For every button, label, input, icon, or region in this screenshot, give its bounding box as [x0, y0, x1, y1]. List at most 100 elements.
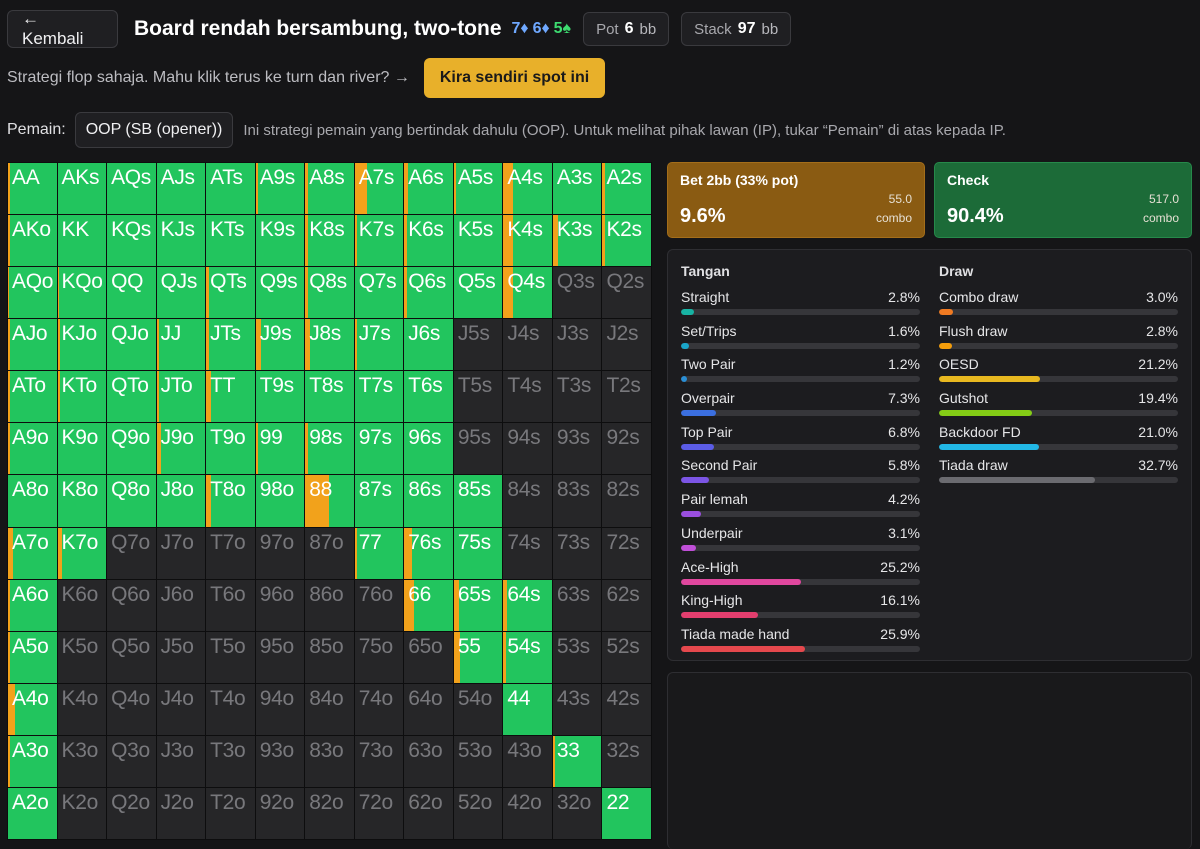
hand-cell-A4o[interactable]: A4o — [8, 683, 57, 735]
hand-cell-99[interactable]: 99 — [255, 423, 305, 475]
hand-cell-A8s[interactable]: A8s — [305, 163, 354, 215]
hand-cell-A5s[interactable]: A5s — [453, 163, 503, 215]
hand-cell-AA[interactable]: AA — [8, 163, 57, 215]
hand-cell-Q7o[interactable]: Q7o — [107, 527, 156, 579]
hand-cell-43o[interactable]: 43o — [503, 735, 552, 787]
hand-cell-52s[interactable]: 52s — [602, 631, 651, 683]
hand-cell-J3o[interactable]: J3o — [156, 735, 206, 787]
hand-cell-T3o[interactable]: T3o — [206, 735, 255, 787]
action-card-check[interactable]: Check 90.4% 517.0 combo — [934, 162, 1192, 238]
hand-cell-87o[interactable]: 87o — [305, 527, 354, 579]
hand-cell-JJ[interactable]: JJ — [156, 319, 206, 371]
hand-cell-K2o[interactable]: K2o — [57, 787, 107, 839]
hand-cell-J8s[interactable]: J8s — [305, 319, 354, 371]
hand-cell-AJs[interactable]: AJs — [156, 163, 206, 215]
hand-cell-K7o[interactable]: K7o — [57, 527, 107, 579]
hand-cell-97o[interactable]: 97o — [255, 527, 305, 579]
hand-cell-84s[interactable]: 84s — [503, 475, 552, 527]
hand-cell-96o[interactable]: 96o — [255, 579, 305, 631]
hand-cell-52o[interactable]: 52o — [453, 787, 503, 839]
hand-cell-84o[interactable]: 84o — [305, 683, 354, 735]
hand-cell-32s[interactable]: 32s — [602, 735, 651, 787]
hand-cell-QJs[interactable]: QJs — [156, 267, 206, 319]
hand-cell-ATo[interactable]: ATo — [8, 371, 57, 423]
hand-cell-Q2o[interactable]: Q2o — [107, 787, 156, 839]
hand-cell-74s[interactable]: 74s — [503, 527, 552, 579]
hand-cell-J9s[interactable]: J9s — [255, 319, 305, 371]
player-select[interactable]: OOP (SB (opener)) — [74, 112, 234, 148]
hand-cell-A4s[interactable]: A4s — [503, 163, 552, 215]
hand-cell-72s[interactable]: 72s — [602, 527, 651, 579]
hand-cell-JTo[interactable]: JTo — [156, 371, 206, 423]
hand-cell-T2s[interactable]: T2s — [602, 371, 651, 423]
hand-cell-43s[interactable]: 43s — [552, 683, 602, 735]
hand-cell-K8o[interactable]: K8o — [57, 475, 107, 527]
hand-cell-94o[interactable]: 94o — [255, 683, 305, 735]
hand-cell-T5o[interactable]: T5o — [206, 631, 255, 683]
hand-cell-J6o[interactable]: J6o — [156, 579, 206, 631]
hand-cell-62s[interactable]: 62s — [602, 579, 651, 631]
hand-cell-76o[interactable]: 76o — [354, 579, 404, 631]
hand-cell-93s[interactable]: 93s — [552, 423, 602, 475]
hand-cell-Q3o[interactable]: Q3o — [107, 735, 156, 787]
hand-cell-85s[interactable]: 85s — [453, 475, 503, 527]
hand-cell-AKo[interactable]: AKo — [8, 215, 57, 267]
hand-cell-T7s[interactable]: T7s — [354, 371, 404, 423]
hand-cell-J7s[interactable]: J7s — [354, 319, 404, 371]
hand-cell-Q8o[interactable]: Q8o — [107, 475, 156, 527]
hand-cell-JTs[interactable]: JTs — [206, 319, 255, 371]
hand-cell-A9o[interactable]: A9o — [8, 423, 57, 475]
hand-cell-95s[interactable]: 95s — [453, 423, 503, 475]
hand-cell-Q6o[interactable]: Q6o — [107, 579, 156, 631]
hand-cell-T4o[interactable]: T4o — [206, 683, 255, 735]
hand-cell-83o[interactable]: 83o — [305, 735, 354, 787]
hand-cell-K7s[interactable]: K7s — [354, 215, 404, 267]
hand-cell-96s[interactable]: 96s — [404, 423, 453, 475]
hand-cell-82o[interactable]: 82o — [305, 787, 354, 839]
hand-cell-J6s[interactable]: J6s — [404, 319, 453, 371]
hand-cell-AJo[interactable]: AJo — [8, 319, 57, 371]
hand-cell-64o[interactable]: 64o — [404, 683, 453, 735]
hand-cell-J2o[interactable]: J2o — [156, 787, 206, 839]
hand-cell-K5o[interactable]: K5o — [57, 631, 107, 683]
hand-cell-T9s[interactable]: T9s — [255, 371, 305, 423]
hand-cell-95o[interactable]: 95o — [255, 631, 305, 683]
hand-cell-A6o[interactable]: A6o — [8, 579, 57, 631]
hand-cell-T2o[interactable]: T2o — [206, 787, 255, 839]
hand-cell-T8o[interactable]: T8o — [206, 475, 255, 527]
hand-cell-92o[interactable]: 92o — [255, 787, 305, 839]
hand-cell-73o[interactable]: 73o — [354, 735, 404, 787]
hand-cell-Q2s[interactable]: Q2s — [602, 267, 651, 319]
hand-cell-72o[interactable]: 72o — [354, 787, 404, 839]
hand-cell-85o[interactable]: 85o — [305, 631, 354, 683]
hand-cell-32o[interactable]: 32o — [552, 787, 602, 839]
hand-cell-T4s[interactable]: T4s — [503, 371, 552, 423]
hand-cell-T6s[interactable]: T6s — [404, 371, 453, 423]
hand-cell-J2s[interactable]: J2s — [602, 319, 651, 371]
hand-cell-65o[interactable]: 65o — [404, 631, 453, 683]
hand-cell-J5s[interactable]: J5s — [453, 319, 503, 371]
hand-cell-77[interactable]: 77 — [354, 527, 404, 579]
hand-cell-76s[interactable]: 76s — [404, 527, 453, 579]
hand-cell-63o[interactable]: 63o — [404, 735, 453, 787]
hand-cell-J9o[interactable]: J9o — [156, 423, 206, 475]
hand-cell-98s[interactable]: 98s — [305, 423, 354, 475]
hand-cell-98o[interactable]: 98o — [255, 475, 305, 527]
back-button[interactable]: ← Kembali — [7, 9, 118, 48]
hand-cell-65s[interactable]: 65s — [453, 579, 503, 631]
hand-cell-AQo[interactable]: AQo — [8, 267, 57, 319]
hand-cell-Q4s[interactable]: Q4s — [503, 267, 552, 319]
hand-cell-K5s[interactable]: K5s — [453, 215, 503, 267]
hand-cell-J7o[interactable]: J7o — [156, 527, 206, 579]
hand-cell-92s[interactable]: 92s — [602, 423, 651, 475]
hand-cell-53o[interactable]: 53o — [453, 735, 503, 787]
hand-cell-64s[interactable]: 64s — [503, 579, 552, 631]
hand-cell-J5o[interactable]: J5o — [156, 631, 206, 683]
hand-cell-94s[interactable]: 94s — [503, 423, 552, 475]
hand-cell-A2o[interactable]: A2o — [8, 787, 57, 839]
hand-cell-62o[interactable]: 62o — [404, 787, 453, 839]
hand-cell-KTo[interactable]: KTo — [57, 371, 107, 423]
hand-cell-KK[interactable]: KK — [57, 215, 107, 267]
hand-cell-66[interactable]: 66 — [404, 579, 453, 631]
hand-cell-J3s[interactable]: J3s — [552, 319, 602, 371]
